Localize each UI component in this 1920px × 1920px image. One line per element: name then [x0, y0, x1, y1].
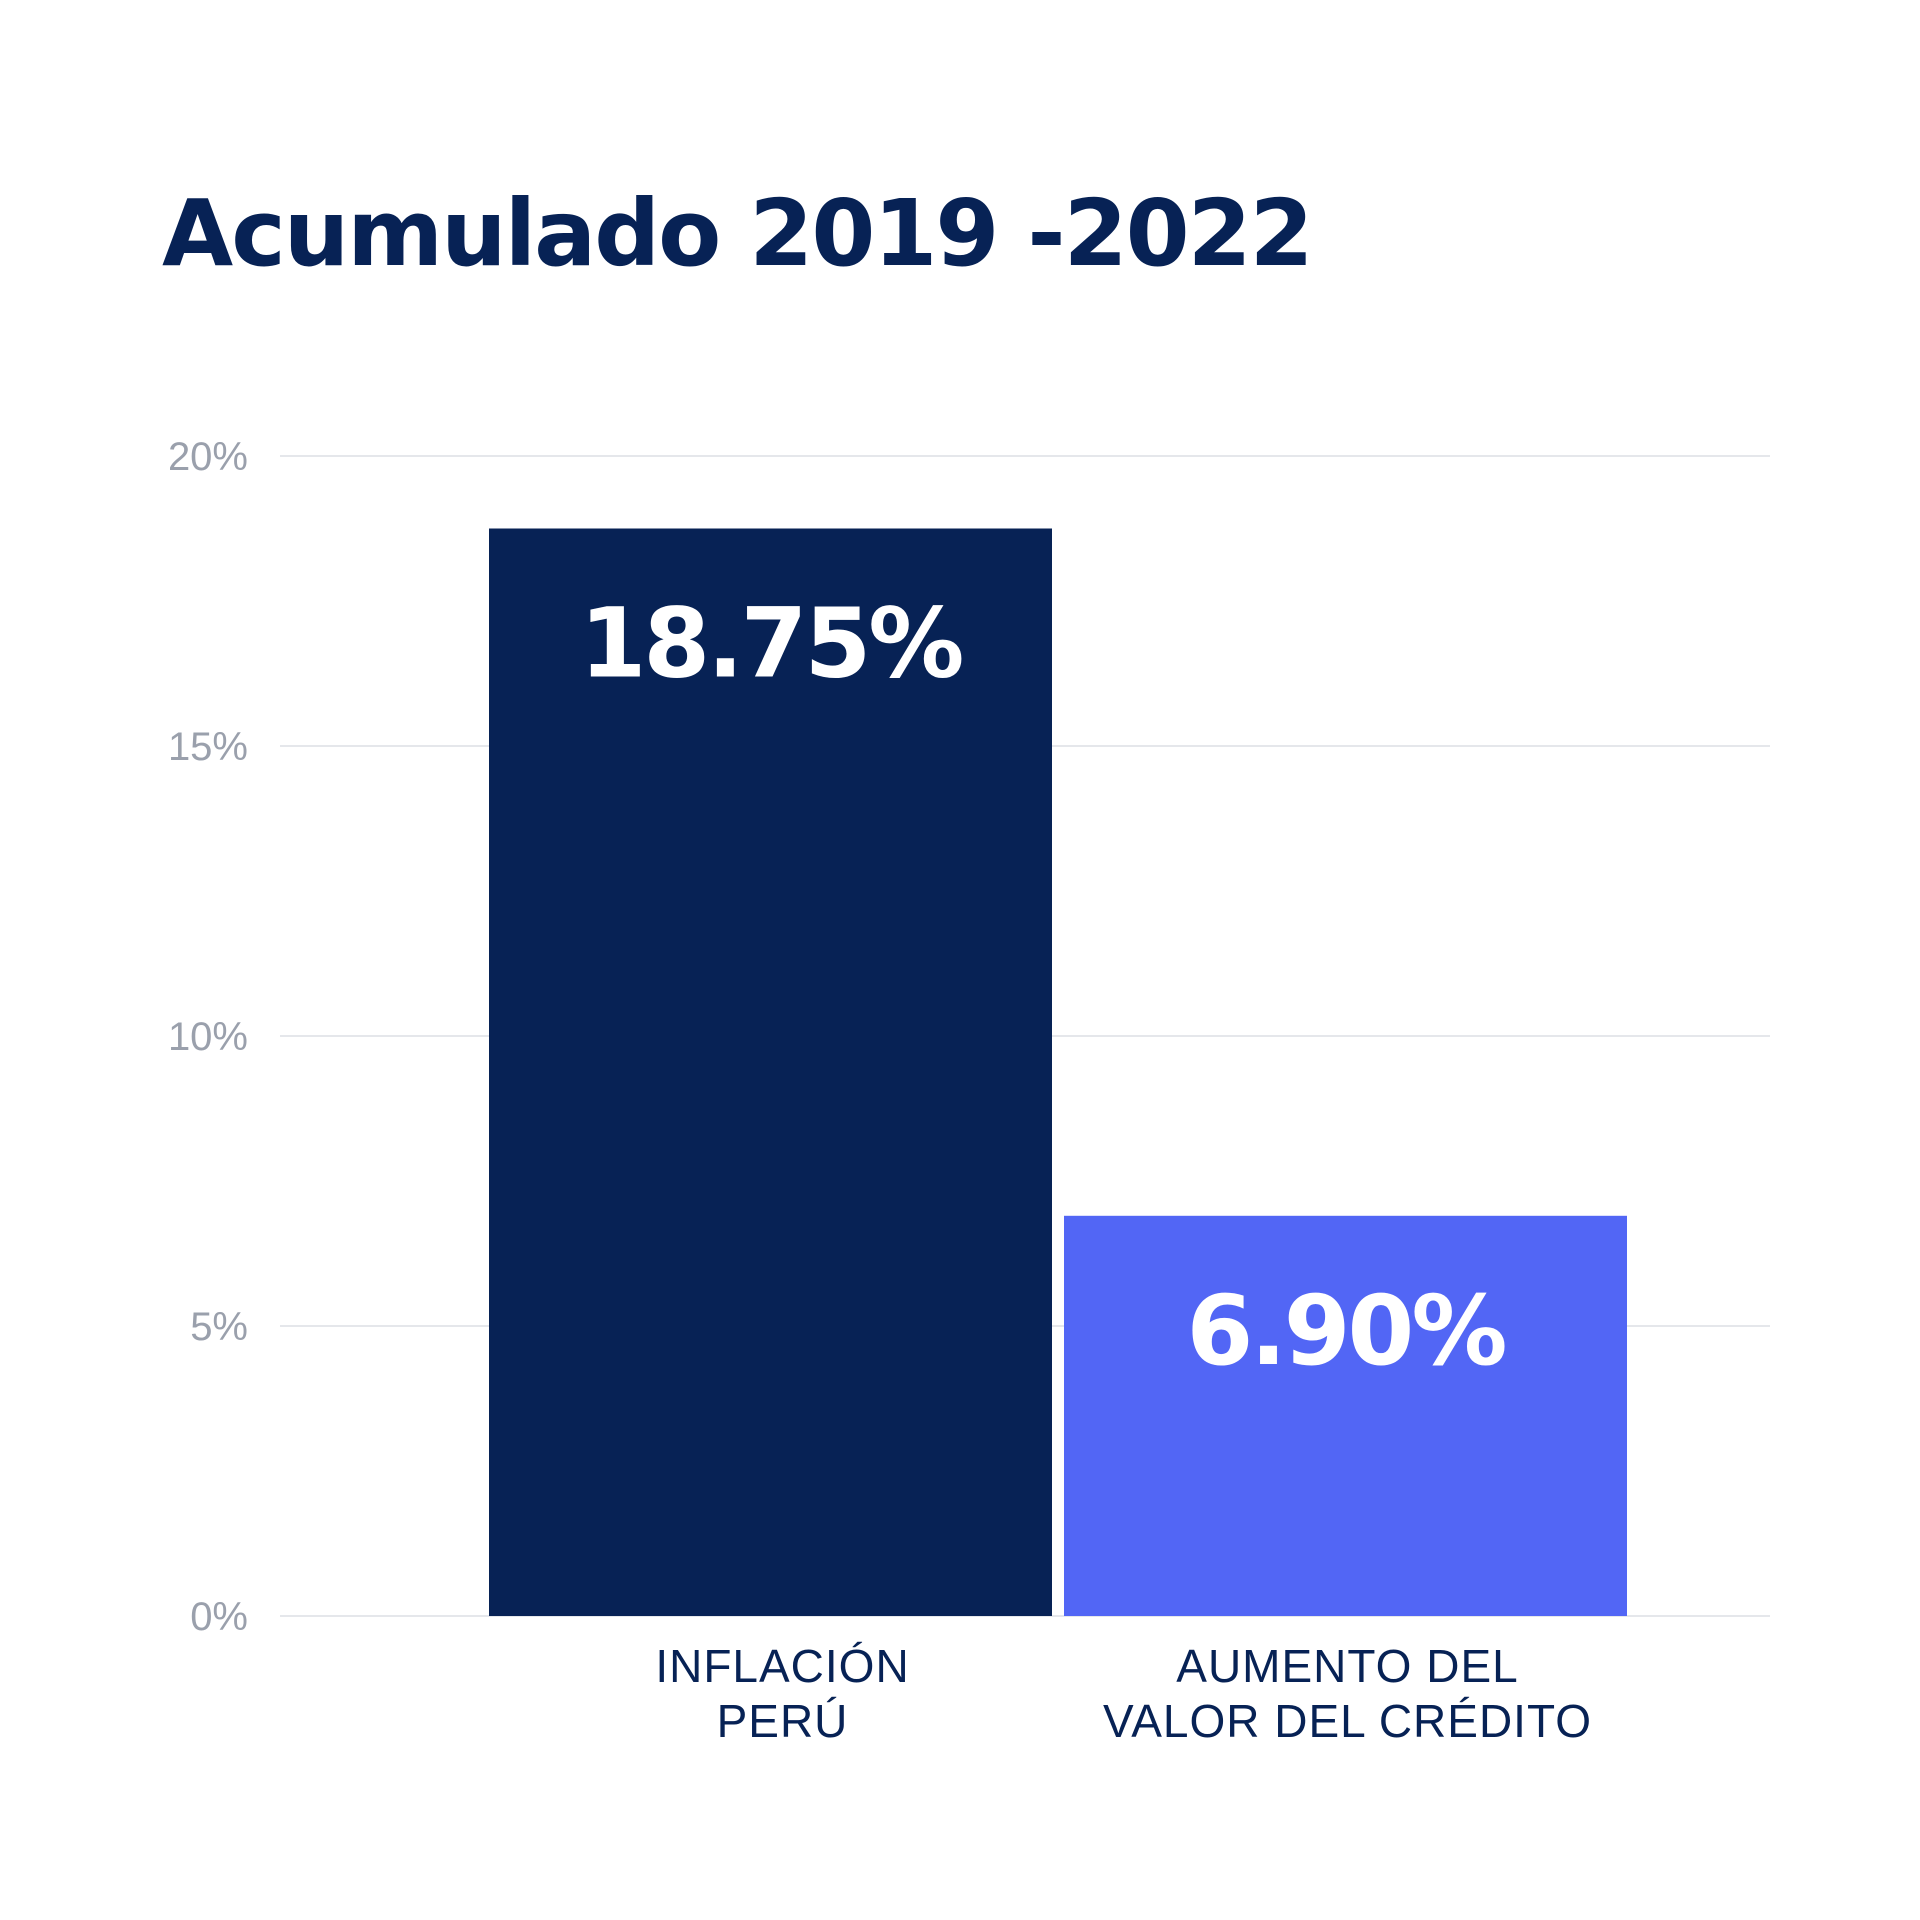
y-tick-label: 10% — [168, 1015, 248, 1059]
y-tick-label: 5% — [190, 1305, 248, 1349]
y-tick-label: 0% — [190, 1595, 248, 1639]
category-label: AUMENTO DEL — [1176, 1640, 1518, 1692]
bar — [489, 528, 1052, 1616]
bar-value-label: 6.90% — [1186, 1275, 1505, 1387]
category-label: PERÚ — [717, 1695, 849, 1747]
category-label: INFLACIÓN — [655, 1640, 909, 1692]
chart-title: Acumulado 2019 -2022 — [162, 180, 1314, 287]
y-tick-label: 15% — [168, 725, 248, 769]
bar-value-label: 18.75% — [580, 588, 963, 700]
bar — [1064, 1215, 1627, 1616]
y-tick-label: 20% — [168, 435, 248, 479]
category-label: VALOR DEL CRÉDITO — [1103, 1695, 1592, 1747]
